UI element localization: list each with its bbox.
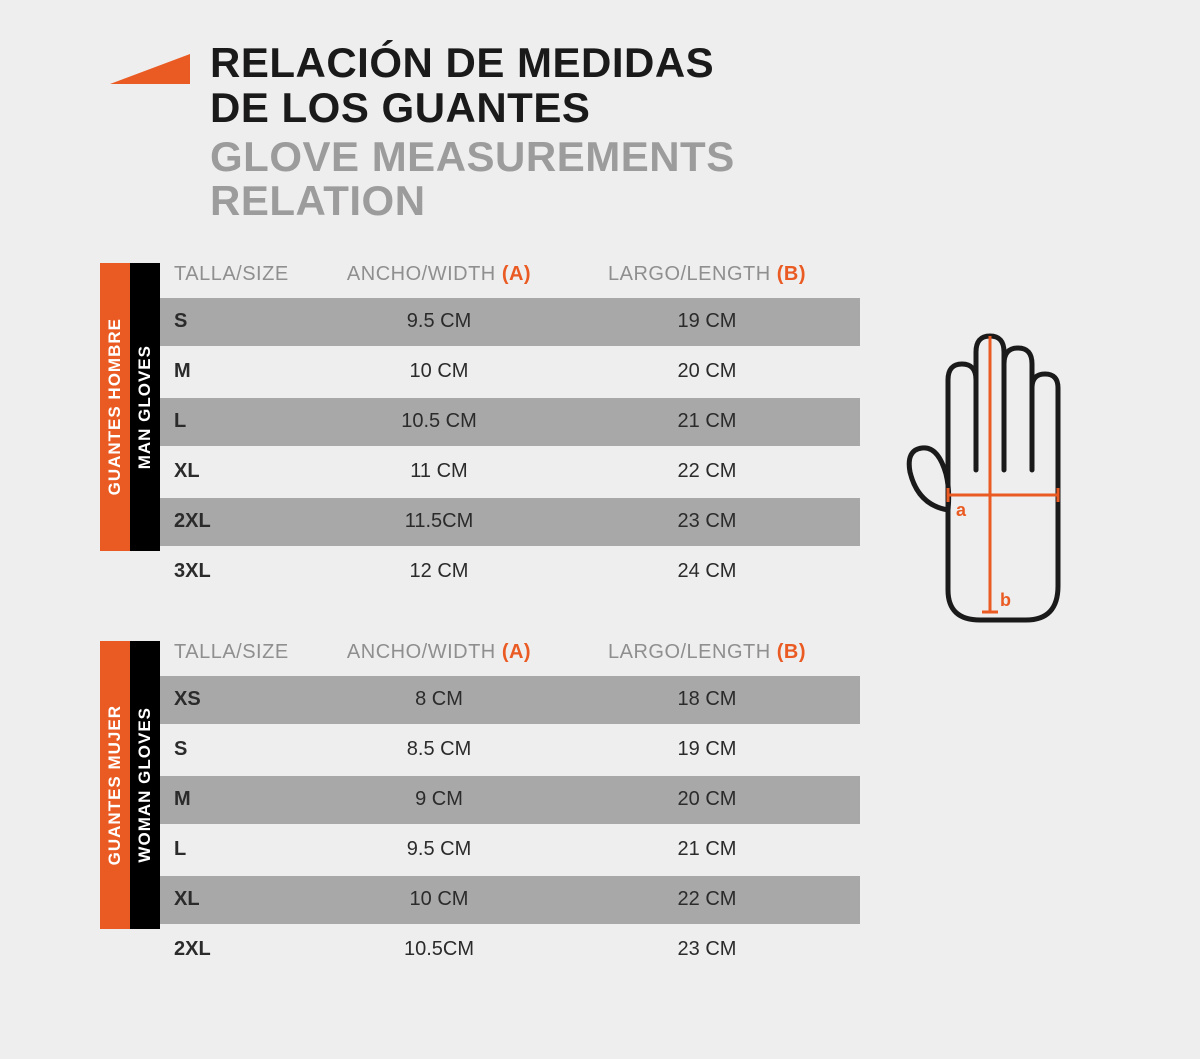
- cell-size: S: [174, 738, 324, 761]
- cell-width: 8 CM: [324, 688, 554, 711]
- cell-length: 19 CM: [554, 738, 860, 761]
- table-row: M10 CM20 CM: [160, 346, 860, 396]
- col-header-length: LARGO/LENGTH (B): [554, 641, 860, 664]
- table-row: 3XL12 CM24 CM: [160, 546, 860, 596]
- table-row: L9.5 CM21 CM: [160, 824, 860, 874]
- cell-length: 20 CM: [554, 360, 860, 383]
- category-tab-es: GUANTES MUJER: [100, 641, 130, 929]
- cell-length: 23 CM: [554, 510, 860, 533]
- size-table: GUANTES MUJERWOMAN GLOVESTALLA/SIZEANCHO…: [100, 641, 860, 974]
- col-header-length: LARGO/LENGTH (B): [554, 263, 860, 286]
- cell-length: 18 CM: [554, 688, 860, 711]
- cell-length: 23 CM: [554, 938, 860, 961]
- cell-width: 10.5 CM: [324, 410, 554, 433]
- cell-width: 8.5 CM: [324, 738, 554, 761]
- svg-text:a: a: [956, 500, 967, 520]
- cell-size: L: [174, 410, 324, 433]
- cell-width: 9 CM: [324, 788, 554, 811]
- triangle-icon: [110, 54, 190, 84]
- table-row: S9.5 CM19 CM: [160, 298, 860, 346]
- cell-length: 19 CM: [554, 310, 860, 333]
- category-tab-en: MAN GLOVES: [130, 263, 160, 551]
- cell-size: XL: [174, 888, 324, 911]
- hand-diagram: ab: [900, 310, 1120, 655]
- title-es-line2: DE LOS GUANTES: [210, 84, 590, 131]
- cell-size: XL: [174, 460, 324, 483]
- cell-width: 12 CM: [324, 560, 554, 583]
- title-en: GLOVE MEASUREMENTS RELATION: [210, 135, 860, 223]
- table-row: S8.5 CM19 CM: [160, 724, 860, 774]
- cell-size: S: [174, 310, 324, 333]
- cell-length: 21 CM: [554, 838, 860, 861]
- cell-size: L: [174, 838, 324, 861]
- cell-length: 22 CM: [554, 888, 860, 911]
- table-row: 2XL11.5CM23 CM: [160, 496, 860, 546]
- table-header: TALLA/SIZEANCHO/WIDTH (A)LARGO/LENGTH (B…: [160, 641, 860, 676]
- table-row: XL10 CM22 CM: [160, 874, 860, 924]
- cell-length: 20 CM: [554, 788, 860, 811]
- category-tab-en: WOMAN GLOVES: [130, 641, 160, 929]
- cell-size: M: [174, 788, 324, 811]
- cell-length: 21 CM: [554, 410, 860, 433]
- svg-text:b: b: [1000, 590, 1011, 610]
- size-table: GUANTES HOMBREMAN GLOVESTALLA/SIZEANCHO/…: [100, 263, 860, 596]
- cell-size: 2XL: [174, 938, 324, 961]
- table-row: XS8 CM18 CM: [160, 676, 860, 724]
- title-es: RELACIÓN DE MEDIDAS DE LOS GUANTES: [210, 40, 860, 131]
- col-header-size: TALLA/SIZE: [174, 641, 324, 664]
- cell-size: 2XL: [174, 510, 324, 533]
- cell-size: 3XL: [174, 560, 324, 583]
- cell-width: 10 CM: [324, 360, 554, 383]
- col-header-width: ANCHO/WIDTH (A): [324, 263, 554, 286]
- table-row: XL11 CM22 CM: [160, 446, 860, 496]
- cell-width: 11.5CM: [324, 510, 554, 533]
- col-header-size: TALLA/SIZE: [174, 263, 324, 286]
- table-header: TALLA/SIZEANCHO/WIDTH (A)LARGO/LENGTH (B…: [160, 263, 860, 298]
- title-es-line1: RELACIÓN DE MEDIDAS: [210, 39, 714, 86]
- cell-length: 22 CM: [554, 460, 860, 483]
- table-row: 2XL10.5CM23 CM: [160, 924, 860, 974]
- category-tab-es: GUANTES HOMBRE: [100, 263, 130, 551]
- cell-length: 24 CM: [554, 560, 860, 583]
- cell-width: 11 CM: [324, 460, 554, 483]
- table-row: L10.5 CM21 CM: [160, 396, 860, 446]
- cell-width: 10 CM: [324, 888, 554, 911]
- cell-size: M: [174, 360, 324, 383]
- table-row: M9 CM20 CM: [160, 774, 860, 824]
- col-header-width: ANCHO/WIDTH (A): [324, 641, 554, 664]
- cell-size: XS: [174, 688, 324, 711]
- cell-width: 9.5 CM: [324, 838, 554, 861]
- title-block: RELACIÓN DE MEDIDAS DE LOS GUANTES GLOVE…: [110, 40, 860, 223]
- cell-width: 9.5 CM: [324, 310, 554, 333]
- cell-width: 10.5CM: [324, 938, 554, 961]
